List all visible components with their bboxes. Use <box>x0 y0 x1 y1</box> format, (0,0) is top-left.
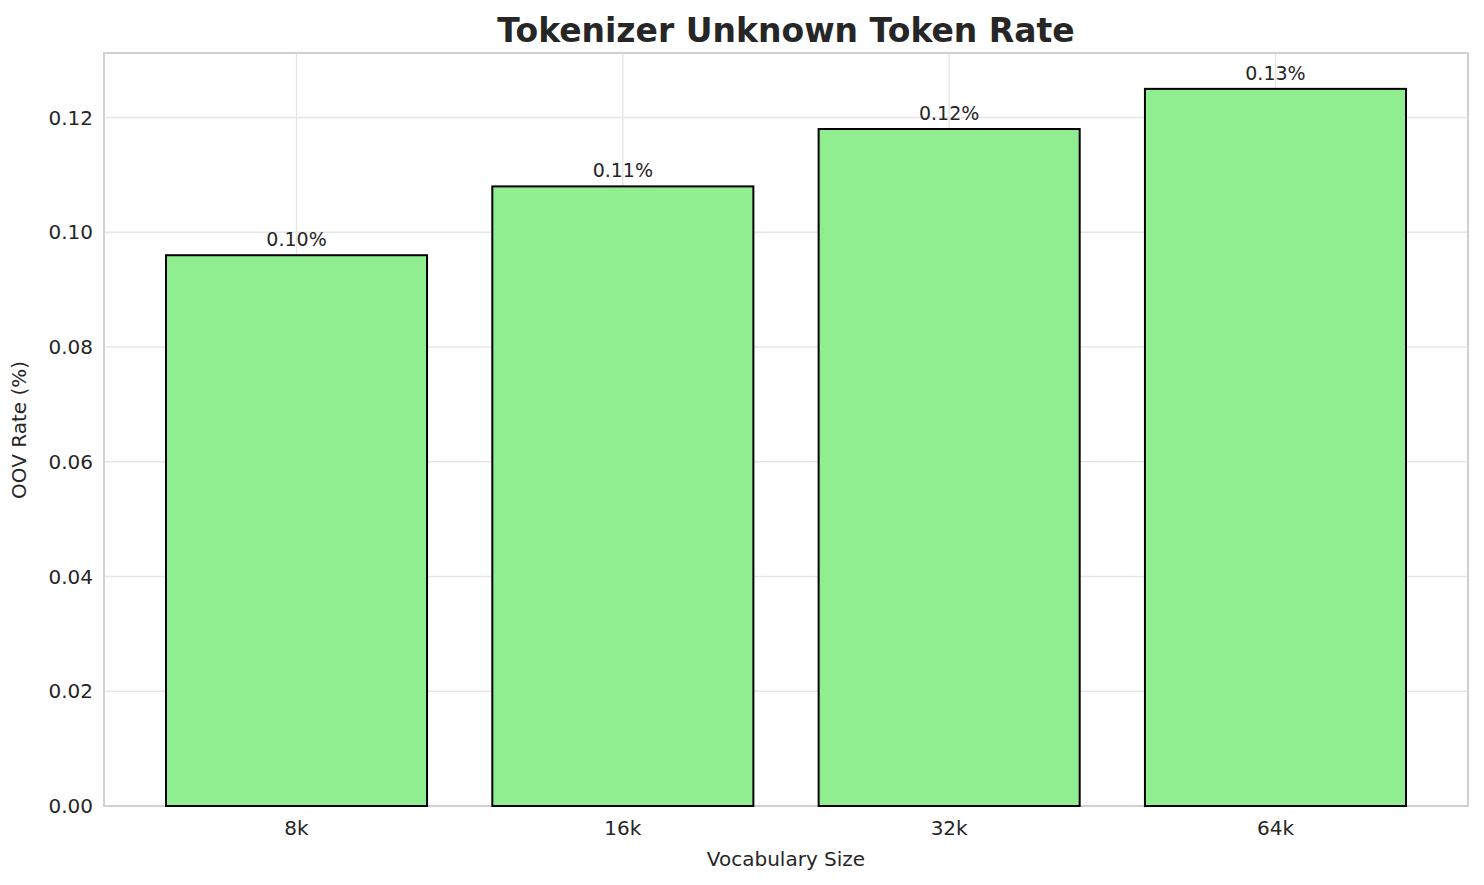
x-tick-label: 32k <box>931 816 968 840</box>
bar <box>166 255 427 806</box>
bars-layer: 0.10% 0.11% 0.12% 0.13% <box>166 62 1406 806</box>
y-tick-label: 0.04 <box>48 565 93 589</box>
bar-value-label: 0.11% <box>593 159 653 181</box>
bar <box>1145 89 1406 806</box>
y-tick-label: 0.12 <box>48 106 93 130</box>
bar-value-label: 0.10% <box>266 228 326 250</box>
y-axis-label: OOV Rate (%) <box>7 361 31 499</box>
y-tick-label: 0.00 <box>48 794 93 818</box>
x-tick-label: 8k <box>284 816 309 840</box>
y-tick-label: 0.08 <box>48 335 93 359</box>
y-tick-label: 0.10 <box>48 220 93 244</box>
bar-chart: 0.10% 0.11% 0.12% 0.13% 0.00 0.02 0.04 0.06 0.0… <box>0 0 1484 885</box>
y-tick-label: 0.02 <box>48 679 93 703</box>
x-tick-label: 64k <box>1257 816 1294 840</box>
bar-value-label: 0.13% <box>1245 62 1305 84</box>
chart-title: Tokenizer Unknown Token Rate <box>497 11 1074 50</box>
bar-value-label: 0.12% <box>919 102 979 124</box>
bar <box>492 186 753 806</box>
bar <box>819 129 1080 806</box>
figure: 0.10% 0.11% 0.12% 0.13% 0.00 0.02 0.04 0.06 0.0… <box>0 0 1484 885</box>
x-axis-label: Vocabulary Size <box>707 847 865 871</box>
x-tick-label: 16k <box>604 816 641 840</box>
y-tick-label: 0.06 <box>48 450 93 474</box>
